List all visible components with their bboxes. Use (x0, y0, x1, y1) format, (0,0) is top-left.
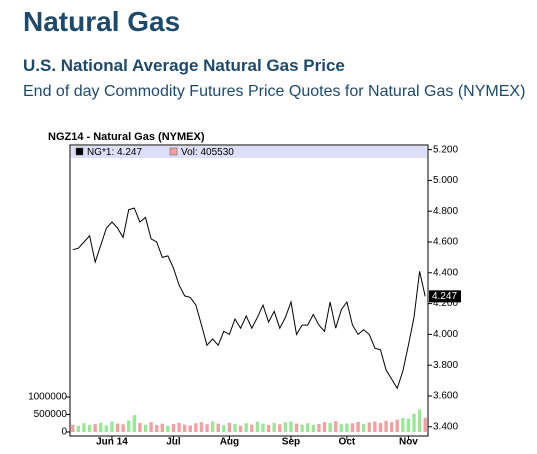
volume-bar (143, 424, 148, 432)
x-tick-label: Aug (220, 437, 239, 448)
volume-bar (378, 422, 383, 432)
volume-bar (412, 413, 416, 432)
volume-bar (345, 423, 349, 432)
page-subtitle: U.S. National Average Natural Gas Price (23, 56, 345, 75)
volume-bar (367, 422, 371, 432)
volume-bar (199, 422, 204, 432)
volume-bar (278, 424, 282, 432)
volume-bar (99, 422, 103, 432)
volume-bar (311, 425, 316, 432)
volume-bar (171, 423, 176, 432)
volume-bar (160, 423, 164, 432)
volume-bar (373, 421, 377, 432)
volume-bar (395, 419, 399, 432)
volume-bar (182, 424, 187, 432)
volume-bar (289, 421, 293, 432)
y-tick-label: 3.800 (433, 360, 458, 371)
chart-title: NGZ14 - Natural Gas (NYMEX) (48, 131, 205, 143)
volume-bar (384, 420, 388, 432)
volume-bar (222, 425, 226, 432)
y2-tick-label: 500000 (34, 409, 68, 420)
volume-bar (216, 423, 220, 432)
volume-bar (389, 422, 394, 432)
volume-bar (356, 421, 360, 432)
y-tick-label: 4.400 (433, 267, 458, 278)
volume-bar (238, 425, 243, 432)
volume-bar (294, 423, 299, 432)
volume-bar (334, 421, 338, 432)
volume-bar (110, 421, 114, 432)
x-tick-label: Nov (399, 437, 418, 448)
volume-bar (306, 423, 310, 432)
volume-bar (166, 425, 170, 432)
volume-bar (339, 424, 343, 432)
volume-bar (194, 423, 198, 432)
legend-swatch (75, 147, 84, 156)
volume-bar (300, 424, 304, 432)
volume-bar (361, 423, 366, 432)
volume-bar (71, 424, 75, 432)
volume-bar (261, 423, 265, 432)
y2-tick-label: 1000000 (28, 392, 67, 403)
volume-bar (76, 425, 81, 432)
volume-bar (272, 422, 276, 432)
page-description: End of day Commodity Futures Price Quote… (23, 83, 526, 100)
volume-bar (104, 425, 109, 432)
price-line (72, 207, 426, 390)
y2-tick-label: 0 (61, 427, 67, 438)
x-tick-label: Jul (166, 437, 181, 448)
legend-label: NG*1: 4.247 (87, 147, 142, 158)
volume-bar (93, 423, 97, 432)
y-tick-label: 5.200 (433, 144, 458, 155)
volume-bar (227, 422, 232, 432)
volume-bar (115, 423, 120, 432)
legend-label: Vol: 405530 (181, 147, 234, 158)
volume-bar (417, 409, 422, 432)
y-tick-label: 4.000 (433, 329, 458, 340)
volume-bar (87, 425, 92, 432)
volume-bar (255, 421, 260, 432)
plot-frame (69, 144, 429, 437)
volume-bar (127, 420, 131, 432)
legend-swatch (169, 147, 178, 156)
volume-bar (132, 415, 137, 432)
y-tick-label: 4.200 (433, 298, 458, 309)
volume-bar (250, 424, 254, 432)
volume-bar (188, 425, 192, 432)
page-title: Natural Gas (23, 6, 181, 37)
y-tick-label: 4.800 (433, 206, 458, 217)
volume-bar (138, 422, 142, 432)
volume-bar (233, 423, 237, 432)
x-tick-label: Sep (282, 437, 300, 448)
volume-bar (155, 425, 159, 432)
volume-bar (244, 423, 248, 432)
volume-bar (350, 423, 355, 432)
volume-bar (423, 417, 427, 432)
volume-bar (266, 425, 271, 432)
volume-bar (401, 418, 405, 432)
last-value-box (429, 290, 461, 303)
volume-bar (121, 424, 125, 432)
last-value-label: 4.247 (432, 291, 457, 302)
volume-bar (205, 424, 209, 432)
x-tick-label: Jun 14 (96, 437, 128, 448)
y-tick-label: 5.000 (433, 175, 458, 186)
volume-bar (82, 423, 86, 432)
volume-bar (177, 422, 181, 432)
y-tick-label: 3.400 (433, 421, 458, 432)
volume-bar (317, 423, 321, 432)
volume-bar (149, 422, 153, 432)
y-tick-label: 3.600 (433, 391, 458, 402)
volume-bar (406, 418, 411, 432)
volume-bar (322, 422, 327, 432)
legend-strip (71, 146, 427, 158)
volume-bar (210, 421, 215, 432)
x-tick-label: Oct (339, 437, 356, 448)
volume-bar (328, 422, 332, 432)
volume-bar (283, 422, 288, 432)
y-tick-label: 4.600 (433, 237, 458, 248)
